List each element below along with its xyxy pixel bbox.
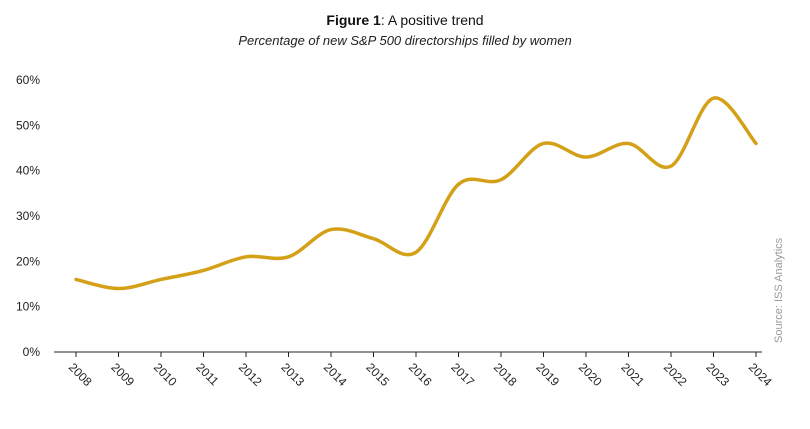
y-tick-label: 60%: [16, 73, 40, 87]
x-tick-label: 2010: [151, 360, 180, 389]
y-tick-label: 50%: [16, 118, 40, 132]
y-tick-label: 30%: [16, 209, 40, 223]
y-tick-label: 20%: [16, 254, 40, 268]
x-tick-label: 2014: [321, 360, 350, 389]
y-axis: 0% 10% 20% 30% 40% 50% 60%: [16, 73, 40, 359]
x-tick-label: 2015: [363, 360, 392, 389]
y-tick-label: 10%: [16, 300, 40, 314]
chart-subtitle: Percentage of new S&P 500 directorships …: [238, 33, 572, 48]
x-tick-label: 2011: [193, 360, 221, 388]
chart-title: Figure 1: A positive trend: [0, 12, 810, 28]
x-tick-label: 2024: [746, 360, 775, 389]
y-tick-label: 40%: [16, 164, 40, 178]
x-tick-label: 2008: [66, 360, 95, 389]
x-tick-label: 2023: [703, 360, 732, 389]
x-tick-label: 2016: [406, 360, 435, 389]
figure-caption: : A positive trend: [380, 12, 484, 28]
x-tick-label: 2020: [576, 360, 605, 389]
x-axis: 2008 2009 2010 2011 2012 2013 2014 2015 2016 2017…: [54, 351, 775, 389]
series-line: [74, 96, 758, 291]
figure-label: Figure 1: [326, 12, 381, 28]
x-tick-label: 2012: [236, 360, 265, 389]
x-tick-label: 2018: [491, 360, 520, 389]
x-tick-label: 2013: [278, 360, 307, 389]
source-label: Source: ISS Analytics: [773, 237, 785, 343]
x-tick-label: 2009: [108, 360, 137, 389]
y-tick-label: 0%: [23, 345, 41, 359]
x-tick-label: 2022: [661, 360, 690, 389]
x-tick-label: 2017: [448, 360, 477, 389]
x-tick-label: 2019: [533, 360, 562, 389]
x-tick-label: 2021: [618, 360, 647, 389]
